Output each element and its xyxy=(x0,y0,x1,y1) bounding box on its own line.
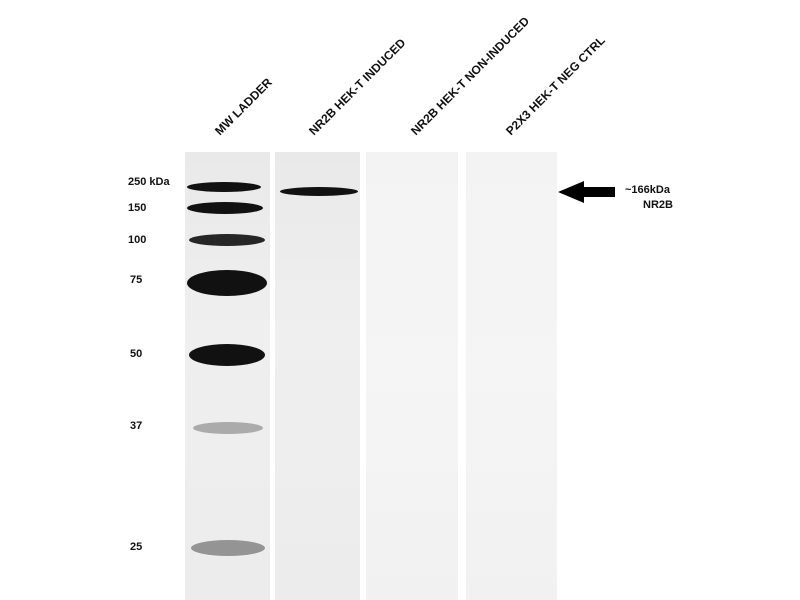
lane-mw-ladder xyxy=(185,152,270,600)
band-50 xyxy=(189,344,265,366)
lane-label-neg-ctrl: P2X3 HEK-T NEG CTRL xyxy=(503,33,608,139)
marker-150: 150 xyxy=(128,202,147,214)
lane-neg-ctrl xyxy=(466,152,557,600)
band-75 xyxy=(187,270,267,296)
band-250 xyxy=(187,182,261,192)
annotation-protein: NR2B xyxy=(643,199,673,211)
lane-label-induced: NR2B HEK-T INDUCED xyxy=(306,35,409,138)
annotation-size: ~166kDa xyxy=(625,184,670,196)
marker-100: 100 xyxy=(128,234,147,246)
lane-induced xyxy=(275,152,360,600)
band-25 xyxy=(191,540,265,556)
lane-label-mw-ladder: MW LADDER xyxy=(212,75,275,138)
marker-75: 75 xyxy=(130,274,143,286)
band-37 xyxy=(193,422,263,434)
marker-25: 25 xyxy=(130,541,143,553)
arrow-left-icon xyxy=(558,181,615,203)
marker-50: 50 xyxy=(130,348,143,360)
band-nr2b xyxy=(280,187,358,196)
marker-250: 250 kDa xyxy=(128,176,170,188)
lane-non-induced xyxy=(366,152,458,600)
band-150 xyxy=(187,202,263,214)
marker-37: 37 xyxy=(130,420,143,432)
band-100 xyxy=(189,234,265,246)
